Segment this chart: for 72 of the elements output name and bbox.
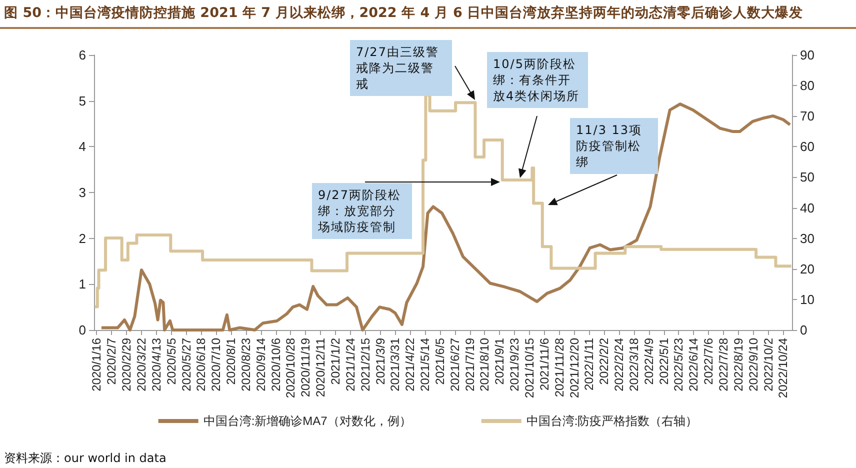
y2-tick-label: 90 xyxy=(800,48,814,62)
x-tick-label: 2022/1/11 xyxy=(582,338,596,390)
x-tick-label: 2021/9/23 xyxy=(508,338,522,392)
y-tick-label: 3 xyxy=(78,185,86,200)
x-tick-label: 2021/7/19 xyxy=(462,338,477,392)
x-tick-label: 2022/8/19 xyxy=(731,338,746,392)
annotation: 10/5两阶段松绑：有条件开放4类休闲场所 xyxy=(487,52,588,108)
x-tick-label: 2021/2/15 xyxy=(358,338,372,392)
x-tick-label: 2022/4/9 xyxy=(642,338,656,385)
x-tick-label: 2021/1/24 xyxy=(343,338,358,392)
y2-tick-label: 20 xyxy=(800,261,814,276)
x-tick-label: 2021/1/2 xyxy=(328,338,342,385)
y-tick-label: 0 xyxy=(78,322,86,338)
annotation: 7/27由三级警戒降为二级警戒 xyxy=(350,40,452,96)
x-tick-label: 2020/6/18 xyxy=(194,338,208,392)
x-tick-label: 2021/11/6 xyxy=(537,338,552,390)
x-tick-label: 2022/2/2 xyxy=(597,338,612,385)
x-tick-label: 2021/3/31 xyxy=(388,338,402,392)
x-tick-label: 2022/5/23 xyxy=(672,338,686,392)
y2-tick-label: 40 xyxy=(800,200,814,216)
x-tick-label: 2021/9/1 xyxy=(492,338,507,385)
x-tick-label: 2021/11/28 xyxy=(552,338,566,398)
x-tick-label: 2020/2/7 xyxy=(104,338,119,385)
x-tick-label: 2020/2/29 xyxy=(120,338,134,392)
y2-tick-label: 50 xyxy=(800,170,814,185)
y2-tick-label: 80 xyxy=(800,78,814,94)
annotation: 9/27两阶段松绑：放宽部分场域防疫管制 xyxy=(312,183,412,239)
y-tick-label: 1 xyxy=(78,276,86,292)
x-tick-label: 2021/5/14 xyxy=(418,338,432,392)
y2-tick-label: 30 xyxy=(800,230,814,246)
x-tick-label: 2020/4/13 xyxy=(149,338,164,392)
chart-title: 图 50：中国台湾疫情防控措施 2021 年 7 月以来松绑，2022 年 4 月 6 日中国台湾放弃坚持两年的动态清零后确诊人数大爆发 xyxy=(4,4,804,22)
x-tick-label: 2021/12/20 xyxy=(567,338,582,398)
x-tick-label: 2022/5/1 xyxy=(656,338,671,385)
y2-tick-label: 0 xyxy=(800,322,808,338)
x-tick-label: 2020/5/5 xyxy=(164,338,178,385)
x-tick-label: 2020/5/27 xyxy=(179,338,194,392)
x-tick-label: 2022/10/2 xyxy=(761,338,776,392)
x-tick-label: 2022/2/24 xyxy=(612,338,626,392)
x-tick-label: 2020/12/11 xyxy=(314,338,328,398)
x-tick-label: 2020/10/28 xyxy=(284,338,298,398)
y2-tick-label: 60 xyxy=(800,139,814,154)
legend-label: 中国台湾:新增确诊MA7（对数化，例） xyxy=(203,414,412,428)
x-tick-label: 2020/8/1 xyxy=(224,338,238,385)
x-tick-label: 2021/6/27 xyxy=(448,338,462,392)
y-tick-label: 2 xyxy=(78,230,86,246)
x-tick-label: 2022/7/6 xyxy=(702,338,716,385)
annotation: 11/3 13项防疫管制松绑 xyxy=(570,118,658,174)
x-tick-label: 2020/9/14 xyxy=(254,338,268,392)
x-tick-label: 2020/11/19 xyxy=(298,338,313,398)
y-tick-label: 5 xyxy=(78,93,86,108)
x-tick-label: 2021/10/15 xyxy=(522,338,536,398)
x-tick-label: 2022/10/24 xyxy=(776,338,790,398)
x-tick-label: 2020/1/16 xyxy=(90,338,104,392)
x-tick-label: 2022/6/14 xyxy=(686,338,701,392)
x-tick-label: 2020/8/23 xyxy=(238,338,253,392)
x-tick-label: 2021/8/10 xyxy=(478,338,492,392)
legend-label: 中国台湾:防疫严格指数（右轴） xyxy=(526,414,698,428)
x-tick-label: 2022/9/10 xyxy=(746,338,760,392)
x-tick-label: 2021/6/5 xyxy=(432,338,447,385)
y-tick-label: 6 xyxy=(78,48,86,62)
x-tick-label: 2022/7/28 xyxy=(716,338,730,392)
x-tick-label: 2021/3/9 xyxy=(373,338,388,385)
text: 资料来源：our world in data xyxy=(4,450,166,467)
y2-tick-label: 70 xyxy=(800,108,814,124)
x-tick-label: 2020/3/22 xyxy=(134,338,148,392)
x-tick-label: 2020/7/10 xyxy=(209,338,224,392)
y2-tick-label: 10 xyxy=(800,292,814,307)
y-tick-label: 4 xyxy=(78,139,86,154)
x-tick-label: 2020/10/6 xyxy=(268,338,283,392)
x-tick-label: 2022/3/18 xyxy=(626,338,641,392)
x-tick-label: 2021/4/22 xyxy=(403,338,418,392)
